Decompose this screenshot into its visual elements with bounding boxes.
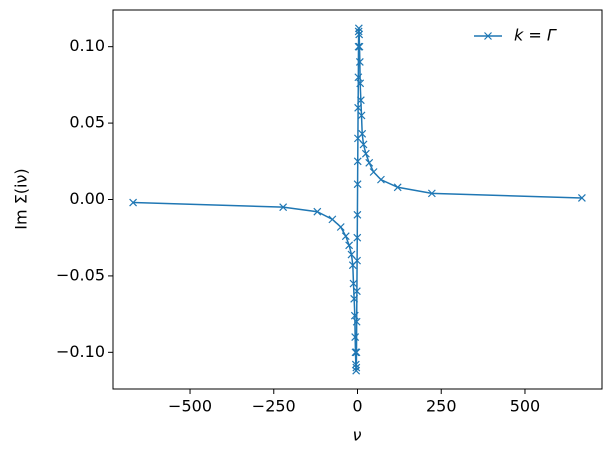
marker: [345, 241, 354, 250]
marker: [347, 250, 356, 259]
marker: [355, 42, 364, 51]
marker: [577, 194, 586, 202]
x-axis-label: ν: [353, 426, 362, 445]
marker: [353, 157, 362, 166]
legend-marker: [484, 32, 492, 40]
legend-label: k = Γ: [514, 26, 557, 45]
series-line: [133, 28, 582, 371]
marker: [361, 149, 370, 158]
plot-frame: [112, 9, 603, 390]
x-tick-label: 0: [352, 397, 362, 416]
marker: [354, 103, 363, 112]
marker: [352, 366, 361, 375]
marker: [369, 168, 378, 176]
y-axis-label: Im Σ(iν): [12, 168, 31, 229]
marker: [352, 363, 361, 372]
marker: [353, 233, 362, 242]
marker: [279, 203, 288, 212]
y-tick-label: 0.00: [69, 189, 105, 208]
marker: [328, 215, 337, 224]
y-tick-label: 0.05: [69, 113, 105, 132]
marker: [313, 207, 322, 216]
marker: [353, 256, 362, 265]
marker: [354, 73, 363, 82]
y-tick-label: 0.10: [69, 36, 105, 55]
marker: [354, 24, 363, 33]
marker: [356, 96, 365, 105]
y-tick-label: −0.10: [56, 342, 105, 361]
marker: [393, 183, 402, 192]
marker: [341, 232, 350, 241]
marker: [357, 111, 366, 120]
marker: [427, 189, 436, 198]
marker: [350, 294, 359, 303]
marker: [351, 348, 360, 357]
marker: [352, 348, 361, 357]
marker: [355, 30, 364, 39]
marker: [352, 287, 361, 296]
marker: [353, 210, 362, 219]
marker: [352, 317, 361, 326]
marker: [358, 129, 367, 138]
marker: [359, 140, 368, 149]
marker: [353, 180, 362, 189]
marker: [349, 279, 358, 288]
marker: [354, 27, 363, 36]
marker: [351, 333, 360, 341]
marker: [355, 58, 364, 66]
x-tick-label: 250: [426, 397, 457, 416]
marker: [365, 158, 374, 167]
marker: [336, 223, 345, 231]
x-tick-label: 500: [510, 397, 541, 416]
marker: [351, 360, 360, 369]
marker: [129, 198, 138, 207]
marker: [354, 42, 363, 51]
x-tick-label: −250: [252, 397, 296, 416]
x-tick-label: −500: [168, 397, 212, 416]
marker: [350, 311, 359, 320]
marker: [356, 79, 365, 88]
marker: [377, 175, 385, 184]
y-tick-label: −0.05: [56, 265, 105, 284]
